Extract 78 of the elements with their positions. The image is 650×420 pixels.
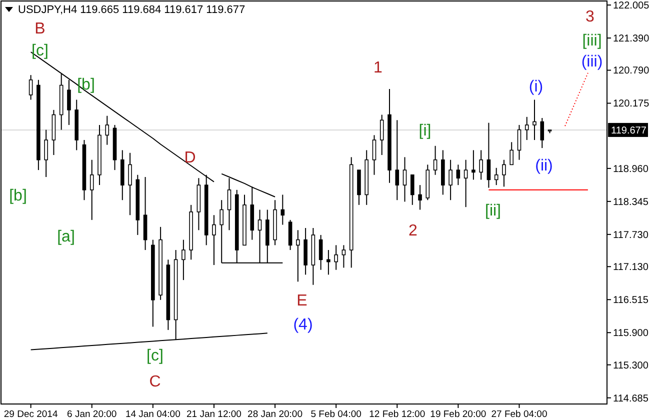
annotation: D bbox=[184, 150, 196, 167]
candlestick bbox=[532, 99, 536, 140]
annotation: [b] bbox=[77, 76, 95, 94]
candlestick bbox=[486, 122, 491, 188]
candlestick bbox=[524, 116, 529, 140]
candlestick bbox=[472, 150, 476, 180]
y-tick-label: 117.730 bbox=[613, 230, 649, 241]
ref-line-label: 119.677 bbox=[611, 125, 647, 136]
x-tick-label: 19 Feb 20:00 bbox=[430, 409, 486, 420]
y-tick-label: 115.900 bbox=[613, 328, 649, 340]
candlestick bbox=[90, 159, 94, 220]
y-tick-label: 117.130 bbox=[613, 262, 649, 274]
annotation: [i] bbox=[418, 122, 432, 140]
annotation: (i) bbox=[528, 78, 544, 96]
annotation: [ii] bbox=[485, 202, 501, 220]
candlestick bbox=[128, 152, 132, 216]
annotation: [c] bbox=[146, 348, 164, 365]
annotation: [a] bbox=[57, 228, 75, 246]
candlestick bbox=[182, 239, 186, 281]
candlestick bbox=[540, 117, 544, 149]
candlestick bbox=[448, 159, 452, 201]
x-tick-label: 6 Jan 20:00 bbox=[67, 409, 117, 420]
candlestick bbox=[342, 244, 346, 268]
annotation: [c] bbox=[32, 42, 48, 60]
candlestick bbox=[288, 219, 292, 250]
x-tick-label: 29 Dec 2014 bbox=[4, 409, 58, 420]
chart-title: USDJPY,H4 119.665 119.684 119.617 119.677 bbox=[18, 4, 246, 16]
annotation: 1 bbox=[374, 60, 383, 77]
candlestick bbox=[380, 114, 384, 156]
annotation: (ii) bbox=[535, 158, 553, 175]
candlestick bbox=[334, 244, 338, 270]
candlestick bbox=[372, 134, 376, 176]
annotation: E bbox=[296, 292, 308, 310]
y-tick-label: 120.175 bbox=[613, 98, 650, 110]
y-tick-label: 120.790 bbox=[613, 66, 650, 77]
y-tick-label: 114.685 bbox=[613, 393, 649, 404]
y-tick-label: 118.960 bbox=[613, 164, 649, 175]
candlestick bbox=[28, 74, 33, 100]
candlestick bbox=[502, 159, 506, 188]
candlestick bbox=[418, 184, 422, 210]
annotation: B bbox=[34, 20, 46, 38]
candlestick bbox=[433, 145, 438, 176]
y-tick-label: 122.005 bbox=[613, 0, 650, 12]
candlestick bbox=[280, 194, 285, 226]
candlestick bbox=[464, 159, 468, 208]
annotation: 3 bbox=[586, 8, 595, 26]
line-series bbox=[564, 72, 588, 127]
candlestick bbox=[67, 79, 71, 126]
candlestick bbox=[318, 234, 323, 270]
x-tick-label: 28 Jan 20:00 bbox=[248, 409, 302, 420]
x-tick-label: 5 Feb 04:00 bbox=[310, 409, 362, 420]
x-tick-label: 12 Feb 12:00 bbox=[369, 409, 426, 420]
annotation: [iii] bbox=[582, 32, 602, 50]
annotation: C bbox=[149, 374, 161, 391]
candlestick bbox=[402, 156, 407, 202]
y-tick-label: 115.300 bbox=[613, 360, 649, 372]
x-tick-label: 27 Feb 04:00 bbox=[491, 409, 548, 420]
y-tick-label: 121.390 bbox=[613, 34, 650, 45]
candlestick bbox=[105, 115, 110, 146]
candlestick bbox=[410, 174, 414, 206]
candlestick bbox=[44, 129, 48, 178]
candlestick bbox=[326, 249, 330, 276]
annotation: (iii) bbox=[581, 54, 603, 71]
y-tick-label: 116.515 bbox=[613, 295, 649, 306]
candlestick bbox=[212, 214, 216, 266]
candlestick bbox=[479, 150, 483, 180]
candlestick bbox=[517, 124, 522, 160]
y-tick-label: 118.345 bbox=[613, 196, 649, 208]
candlestick bbox=[456, 164, 460, 186]
candlestick bbox=[494, 167, 498, 186]
candlestick bbox=[510, 142, 514, 166]
annotation: (4) bbox=[293, 316, 313, 334]
text: [b] bbox=[9, 188, 27, 205]
annotation: 2 bbox=[408, 222, 418, 240]
candlestick bbox=[395, 120, 400, 201]
candlestick bbox=[296, 230, 300, 282]
x-tick-label: 14 Jan 04:00 bbox=[125, 409, 180, 420]
x-tick-label: 21 Jan 12:00 bbox=[186, 409, 242, 420]
